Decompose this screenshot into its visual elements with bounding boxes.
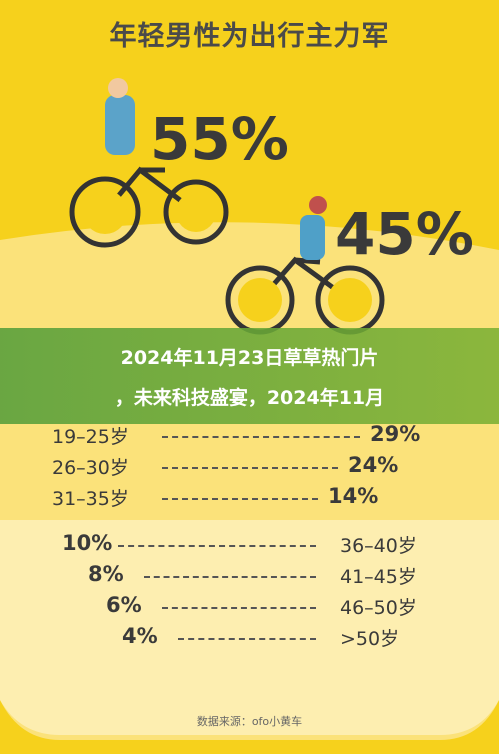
share-label: 4% <box>122 624 158 648</box>
age-row: 8% 41–45岁 <box>0 562 499 590</box>
age-row: 10% 36–40岁 <box>0 531 499 559</box>
age-row: 31–35岁 14% <box>0 484 499 512</box>
overlay-line: 2024年11月23日草草热门片 <box>120 347 379 369</box>
age-row: 6% 46–50岁 <box>0 593 499 621</box>
age-row: 4% >50岁 <box>0 624 499 652</box>
female-share: 45% <box>335 200 474 268</box>
age-row: 19–25岁 29% <box>0 422 499 450</box>
dotted-line <box>162 498 318 500</box>
age-label: 31–35岁 <box>52 488 129 510</box>
age-row: 26–30岁 24% <box>0 453 499 481</box>
age-label: 41–45岁 <box>340 566 417 588</box>
share-label: 8% <box>88 562 124 586</box>
share-label: 24% <box>348 453 399 477</box>
age-label: 36–40岁 <box>340 535 417 557</box>
dotted-line <box>144 576 316 578</box>
male-share: 55% <box>150 105 289 173</box>
share-label: 6% <box>106 593 142 617</box>
age-label: 26–30岁 <box>52 457 129 479</box>
dotted-line <box>178 638 316 640</box>
overlay-banner <box>0 328 499 424</box>
title: 年轻男性为出行主力军 <box>109 21 390 52</box>
source: 数据来源：ofo小黄车 <box>196 715 303 728</box>
share-label: 10% <box>62 531 113 555</box>
dotted-line <box>118 545 316 547</box>
dotted-line <box>162 467 338 469</box>
dotted-line <box>162 607 316 609</box>
age-label: 46–50岁 <box>340 597 417 619</box>
share-label: 14% <box>328 484 379 508</box>
dotted-line <box>162 436 360 438</box>
age-label: >50岁 <box>340 628 400 650</box>
overlay-line: ，未来科技盛宴，2024年11月 <box>114 387 385 409</box>
share-label: 29% <box>370 422 421 446</box>
age-label: 19–25岁 <box>52 426 129 448</box>
